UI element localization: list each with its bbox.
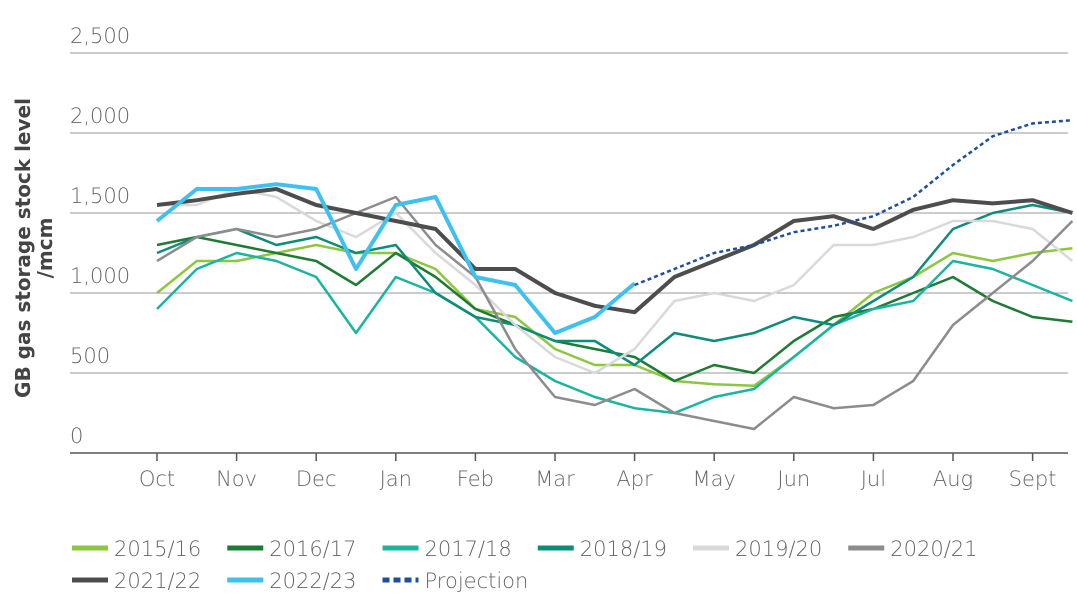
y-tick-label: 1,500 bbox=[70, 184, 130, 208]
x-tick-label: Jan bbox=[380, 467, 412, 491]
y-tick-label: 1,000 bbox=[70, 264, 130, 288]
x-tick-label: Dec bbox=[296, 467, 337, 491]
series-line bbox=[157, 187, 1074, 375]
legend-label: Projection bbox=[425, 569, 529, 593]
series-line bbox=[156, 251, 1073, 415]
series-line bbox=[156, 203, 1073, 367]
legend-label: 2021/22 bbox=[114, 569, 201, 593]
x-tick-label: Nov bbox=[216, 467, 257, 491]
x-tick-label: Jun bbox=[777, 467, 810, 491]
series-line bbox=[155, 182, 636, 335]
legend-label: 2019/20 bbox=[735, 537, 822, 561]
y-axis-title: /mcm bbox=[33, 218, 57, 279]
x-tick-label: Mar bbox=[535, 467, 575, 491]
series-line bbox=[156, 195, 1074, 431]
x-tick-label: May bbox=[692, 467, 735, 491]
x-tick-label: Sept bbox=[1009, 467, 1057, 491]
y-tick-label: 0 bbox=[70, 424, 83, 448]
y-tick-label: 2,500 bbox=[70, 24, 130, 48]
series-line bbox=[156, 243, 1073, 388]
legend-label: 2020/21 bbox=[890, 537, 977, 561]
x-tick-label: Apr bbox=[616, 467, 653, 491]
series-line bbox=[156, 187, 1074, 315]
legend-label: 2016/17 bbox=[269, 537, 356, 561]
legend-label: 2015/16 bbox=[114, 537, 201, 561]
x-tick-label: Aug bbox=[933, 467, 973, 491]
legend-label: 2022/23 bbox=[269, 569, 356, 593]
y-axis-title: GB gas storage stock level bbox=[11, 98, 35, 398]
legend-label: 2017/18 bbox=[425, 537, 512, 561]
x-tick-label: Oct bbox=[139, 467, 175, 491]
x-tick-label: Feb bbox=[457, 467, 494, 491]
y-tick-label: 500 bbox=[70, 344, 110, 368]
x-tick-label: Jul bbox=[861, 467, 886, 491]
series-line bbox=[634, 118, 1073, 287]
legend-label: 2018/19 bbox=[580, 537, 667, 561]
y-tick-label: 2,000 bbox=[70, 104, 130, 128]
